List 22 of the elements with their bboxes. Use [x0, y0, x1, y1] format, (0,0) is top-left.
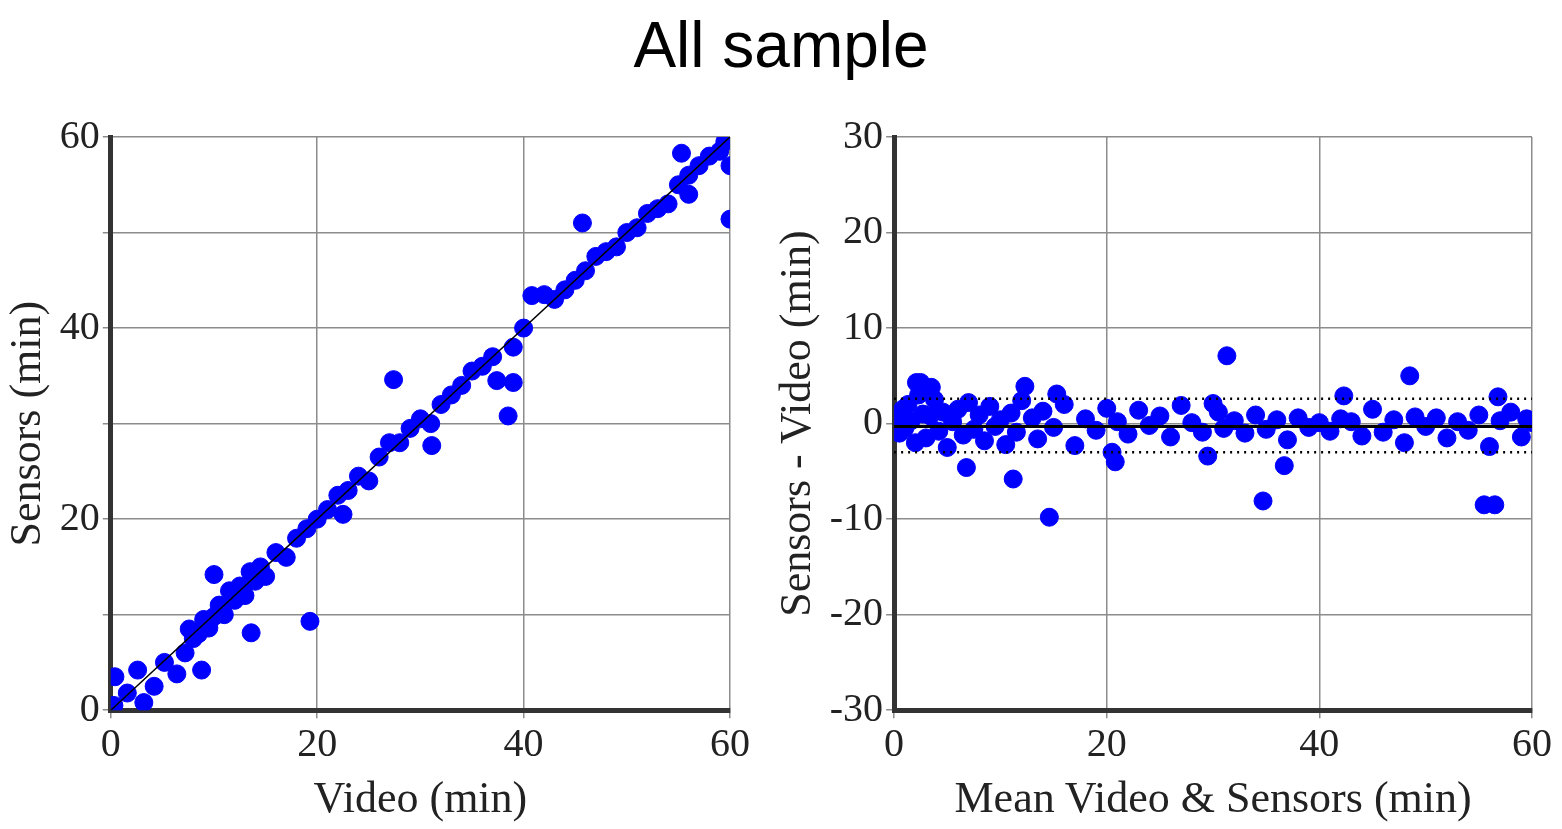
x-tick-label: 20: [1086, 719, 1127, 765]
x-axis-title: Video (min): [313, 773, 528, 823]
y-tick-label: 30: [843, 111, 884, 157]
y-tick-label: -10: [829, 493, 884, 539]
y-tick-label: 60: [59, 111, 100, 157]
x-tick-label: 40: [1299, 719, 1340, 765]
y-tick-label: 20: [59, 493, 100, 539]
y-tick-label: 0: [863, 398, 884, 444]
y-tick-label: -30: [829, 684, 884, 730]
x-axis-title: Mean Video & Sensors (min): [954, 773, 1472, 823]
y-axis-title: Sensors (min): [0, 300, 50, 547]
chart-title: All sample: [632, 8, 930, 82]
y-tick-label: 40: [59, 302, 100, 348]
x-tick-label: 60: [1512, 719, 1552, 765]
y-tick-label: 10: [843, 302, 884, 348]
x-tick-label: 60: [710, 719, 750, 765]
x-tick-label: 40: [503, 719, 544, 765]
x-tick-label: 20: [297, 719, 338, 765]
y-axis-title: Sensors - Video (min): [770, 230, 820, 617]
y-tick-label: 20: [843, 207, 884, 253]
y-tick-label: 0: [79, 684, 100, 730]
y-tick-label: -20: [829, 589, 884, 635]
